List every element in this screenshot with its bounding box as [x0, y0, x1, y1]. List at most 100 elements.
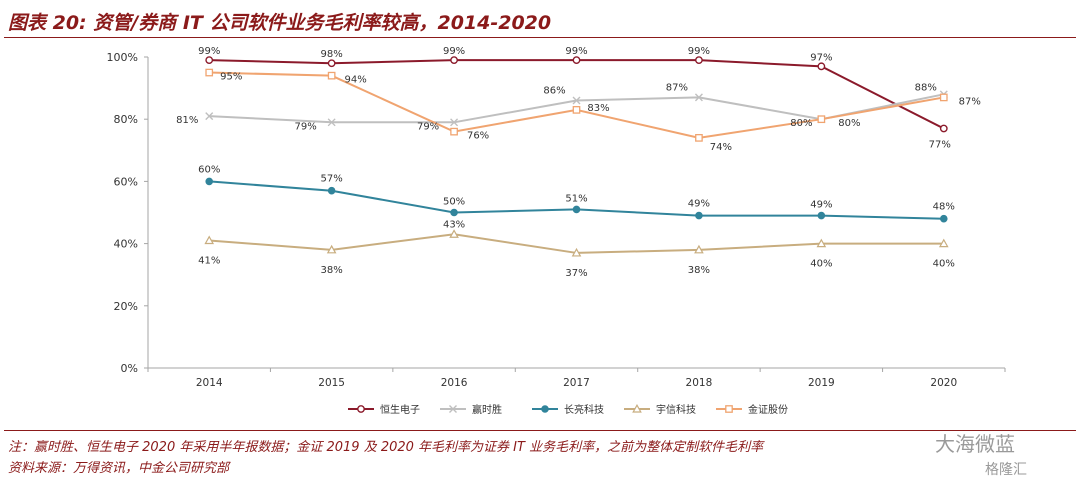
data-point: [816, 238, 827, 248]
data-point: [541, 405, 549, 413]
y-tick-label: 0%: [121, 362, 138, 375]
data-point: [327, 71, 336, 80]
x-tick-label: 2014: [196, 377, 223, 389]
x-tick-label: 2018: [686, 377, 713, 389]
series-0: [205, 56, 948, 133]
data-point: [571, 247, 582, 257]
data-point: [695, 211, 703, 220]
data-label: 99%: [443, 46, 465, 57]
data-label: 57%: [321, 174, 343, 185]
data-label: 81%: [176, 115, 198, 126]
x-tick-label: 2017: [563, 377, 590, 389]
data-point: [450, 208, 458, 217]
legend-item-0: 恒生电子: [348, 403, 420, 416]
data-point: [205, 56, 214, 65]
data-point: [326, 244, 337, 254]
data-point: [939, 93, 948, 102]
data-label: 41%: [198, 255, 220, 266]
data-label: 94%: [345, 75, 367, 86]
data-point: [357, 405, 365, 413]
data-label: 40%: [933, 259, 955, 270]
chart-series: [204, 56, 949, 257]
data-label: 80%: [838, 118, 860, 129]
data-point: [449, 229, 459, 238]
data-label: 99%: [688, 46, 710, 57]
data-label: 48%: [933, 202, 955, 213]
data-point: [939, 124, 948, 133]
data-point: [695, 56, 703, 65]
data-label: 97%: [810, 52, 832, 63]
y-tick-label: 40%: [114, 238, 138, 251]
data-point: [817, 211, 826, 220]
data-point: [205, 177, 214, 186]
data-label: 87%: [666, 82, 688, 93]
data-point: [725, 405, 733, 413]
line-chart: 0% 20% 40% 60% 80% 100% 2014 2015 2016 2017 2018 20…: [107, 46, 1006, 416]
data-point: [632, 403, 642, 413]
data-point: [450, 56, 458, 65]
data-point: [939, 214, 948, 223]
data-label: 99%: [198, 46, 220, 57]
data-point: [450, 127, 458, 136]
top-divider: [4, 37, 1076, 38]
data-label: 49%: [810, 200, 832, 211]
data-label: 51%: [565, 193, 587, 204]
data-label: 86%: [543, 86, 565, 97]
data-label: 79%: [295, 121, 317, 132]
data-label: 37%: [565, 268, 587, 279]
data-point: [327, 59, 336, 68]
series-3: [204, 229, 949, 257]
data-label: 38%: [321, 265, 343, 276]
data-label: 74%: [710, 142, 732, 153]
data-point: [572, 56, 581, 65]
x-tick-label: 2019: [808, 377, 835, 389]
data-label: 38%: [688, 265, 710, 276]
data-point: [938, 238, 949, 248]
data-label: 50%: [443, 197, 465, 208]
legend-item-4: 金证股份: [716, 403, 788, 416]
data-point: [572, 96, 581, 105]
y-tick-label: 80%: [114, 113, 138, 126]
source-note: 资料来源：万得资讯，中金公司研究部: [8, 461, 230, 476]
x-tick-label: 2016: [441, 377, 468, 389]
watermark-account: 大海微蓝: [935, 432, 1015, 456]
data-label: 87%: [959, 96, 981, 107]
data-label: 77%: [929, 140, 951, 151]
legend-label: 宇信科技: [656, 403, 696, 416]
legend-item-2: 长亮科技: [532, 403, 604, 416]
data-label: 43%: [443, 219, 465, 230]
data-point: [694, 244, 704, 254]
footnote: 注：赢时胜、恒生电子 2020 年采用半年报数据；金证 2019 及 2020 …: [8, 440, 764, 455]
chart-axes: 0% 20% 40% 60% 80% 100% 2014 2015 2016 2017 2018 20…: [107, 51, 1006, 389]
data-point: [817, 115, 826, 124]
legend-label: 赢时胜: [472, 403, 502, 416]
data-label: 98%: [321, 49, 343, 60]
data-point: [205, 68, 214, 77]
data-point: [572, 205, 581, 214]
chart-data-labels: 99% 98% 99% 99% 99% 97% 77% 81% 79% 79% 86% 87% 80% 8…: [176, 46, 981, 279]
y-tick-label: 100%: [107, 51, 138, 64]
legend-item-3: 宇信科技: [624, 403, 696, 416]
data-label: 79%: [417, 121, 439, 132]
data-label: 76%: [467, 131, 489, 142]
legend-label: 长亮科技: [564, 403, 604, 416]
data-label: 95%: [220, 72, 242, 83]
bottom-divider: [4, 430, 1076, 431]
y-tick-label: 20%: [114, 300, 138, 313]
series-line: [209, 71, 944, 139]
data-point: [204, 235, 215, 245]
data-label: 99%: [565, 46, 587, 57]
data-point: [205, 112, 214, 121]
legend-label: 恒生电子: [380, 403, 420, 416]
series-4: [205, 68, 948, 142]
data-point: [694, 93, 703, 102]
data-label: 40%: [810, 259, 832, 270]
data-point: [450, 118, 459, 127]
data-point: [817, 62, 826, 71]
legend-item-1: 赢时胜: [440, 403, 502, 416]
data-point: [327, 186, 336, 195]
y-tick-label: 60%: [114, 175, 138, 188]
chart-legend: 恒生电子 赢时胜 长亮科技 宇信科技 金证股份: [348, 403, 788, 416]
legend-label: 金证股份: [748, 403, 788, 416]
data-point: [695, 134, 703, 142]
